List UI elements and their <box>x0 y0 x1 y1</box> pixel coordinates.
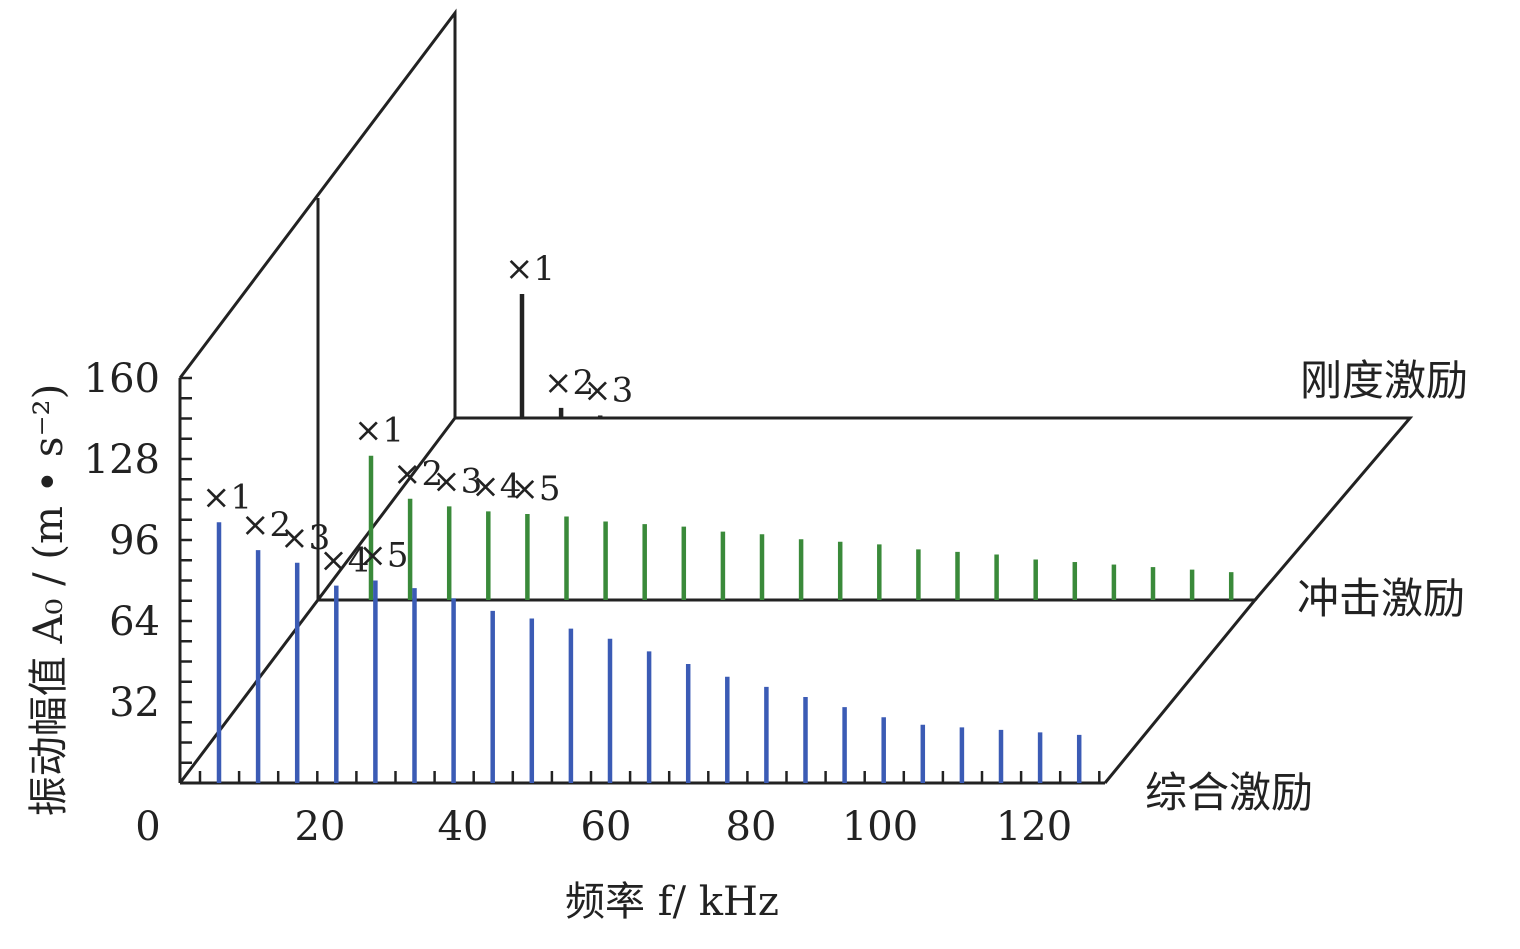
x-axis-title: 频率 f/ kHz <box>565 879 779 925</box>
x-tick-label: 60 <box>581 804 632 850</box>
x-tick-label: 100 <box>842 804 918 850</box>
order-label: ×2 <box>544 363 594 403</box>
back-wall-outline <box>178 8 457 418</box>
y-tick-label: 160 <box>84 356 160 402</box>
y-tick-label: 96 <box>109 518 160 564</box>
series-label-combined: 综合激励 <box>1145 768 1313 817</box>
order-label: ×5 <box>510 469 560 509</box>
y-tick-label: 128 <box>84 437 160 483</box>
y-axis-title: 振动幅值 A₀ / (m • s⁻²) <box>26 384 72 816</box>
x-tick-label: 20 <box>295 804 346 850</box>
order-labels-layer: ×1×2×3×1×2×3×4×5×1×2×3×4×5 <box>202 249 633 581</box>
order-label: ×3 <box>280 518 330 558</box>
x-tick-label: 40 <box>438 804 489 850</box>
order-label: ×4 <box>471 466 521 506</box>
x-tick-label: 80 <box>726 804 777 850</box>
chart-frame <box>178 8 1414 785</box>
series-label-stiffness: 刚度激励 <box>1300 356 1468 405</box>
order-label: ×1 <box>354 411 404 451</box>
order-label: ×2 <box>393 454 443 494</box>
y-tick-label: 64 <box>109 599 160 645</box>
order-label: ×1 <box>505 249 555 289</box>
x-tick-label: 0 <box>135 804 160 850</box>
order-label: ×3 <box>583 370 633 410</box>
y-tick-labels: 160 128 96 64 32 <box>84 356 160 726</box>
y-tick-label: 32 <box>109 680 160 726</box>
y-minor-ticks <box>180 376 192 785</box>
plane-back-outline <box>455 416 1414 601</box>
series-label-impact: 冲击激励 <box>1297 574 1465 623</box>
order-label: ×5 <box>358 536 408 576</box>
order-label: ×1 <box>202 477 252 517</box>
front-left-diagonal <box>178 417 457 784</box>
order-label: ×4 <box>319 541 369 581</box>
order-label: ×2 <box>241 505 291 545</box>
order-label: ×3 <box>432 461 482 501</box>
plane-mid-outline <box>318 598 1259 784</box>
x-tick-label: 120 <box>996 804 1072 850</box>
x-tick-labels: 0 20 40 60 80 100 120 <box>135 804 1072 850</box>
bars-layer <box>216 293 1234 783</box>
